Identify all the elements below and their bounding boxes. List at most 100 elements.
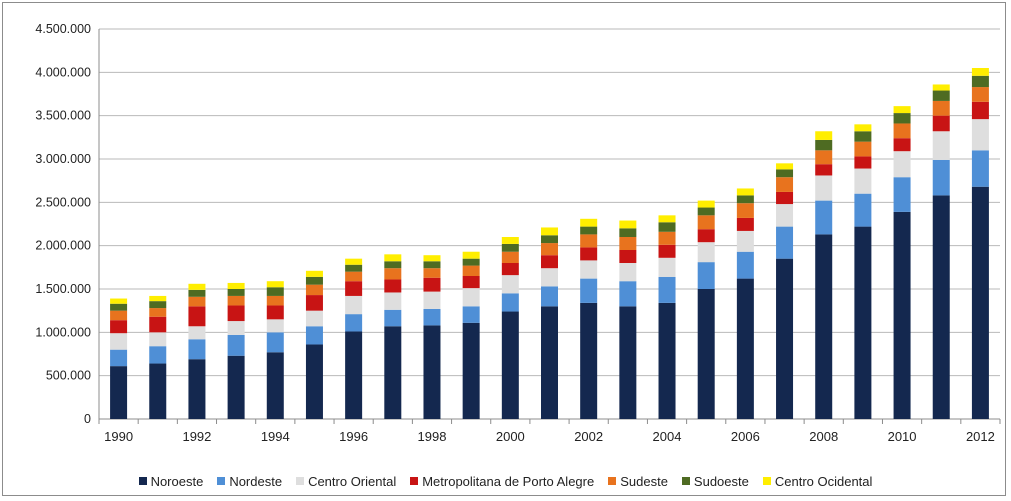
bar-segment [462, 251, 480, 259]
bar-segment [188, 296, 206, 307]
bar-segment [658, 231, 676, 245]
bar-segment [580, 218, 598, 227]
bar-segment [266, 287, 284, 296]
bar-segment [188, 326, 206, 340]
bar-segment [893, 211, 911, 419]
legend-label: Nordeste [229, 473, 283, 489]
bar-segment [776, 191, 794, 205]
x-tick-label: 1994 [261, 429, 290, 444]
bar-segment [815, 234, 833, 419]
bar-segment [541, 286, 558, 307]
bar-segment [619, 237, 637, 250]
bar-segment [541, 227, 558, 236]
y-tick-label: 500.000 [46, 369, 91, 383]
bar-segment [110, 310, 128, 321]
bar-segment [658, 257, 676, 277]
bar-segment [384, 326, 402, 419]
bar-segment [893, 177, 911, 212]
bar-segment [541, 268, 558, 287]
bar-segment [110, 303, 128, 311]
legend-item-noroeste: Noroeste [138, 473, 204, 489]
bar-segment [697, 207, 715, 216]
bar-segment [462, 322, 480, 419]
bar-segment [227, 305, 245, 322]
bar-segment [188, 289, 206, 297]
bar-segment [305, 326, 323, 345]
bar-segment [580, 302, 598, 419]
legend-swatch [410, 477, 419, 485]
bar-segment [658, 302, 676, 419]
bar-segment [423, 291, 441, 309]
bar-segment [971, 186, 989, 419]
bar-segment [266, 332, 284, 353]
bar-segment [815, 175, 833, 201]
bar-segment [227, 289, 245, 296]
bar-segment [227, 295, 245, 306]
legend-item-nordeste: Nordeste [217, 474, 282, 489]
bar-segment [893, 138, 911, 152]
bar-segment [932, 100, 950, 116]
bar-segment [188, 359, 206, 419]
bar-segment [580, 247, 598, 261]
x-tick-label: 1998 [418, 429, 447, 444]
bar-segment [423, 268, 441, 278]
bar-segment [776, 258, 794, 419]
legend-label: Sudoeste [693, 473, 749, 489]
bar-segment [815, 164, 833, 176]
x-tick-label: 2010 [888, 429, 917, 444]
bar-segment [932, 131, 950, 160]
legend-label: Centro Oriental [308, 473, 397, 489]
bar-segment [776, 177, 794, 192]
bar-segment [736, 188, 754, 196]
legend-item-centro-ocidental: Centro Ocidental [762, 474, 872, 489]
x-tick-label: 1996 [339, 429, 368, 444]
chart-legend: Noroeste Nordeste Centro Oriental Metrop… [0, 471, 1011, 491]
bar-segment [736, 195, 754, 204]
bar-segment [110, 366, 128, 419]
bar-segment [619, 263, 637, 282]
bar-segment [501, 243, 519, 252]
bar-segment [345, 314, 363, 332]
bar-segment [932, 84, 950, 91]
bar-segment [384, 292, 402, 310]
bar-segment [345, 264, 363, 272]
y-tick-label: 2.500.000 [35, 195, 91, 209]
bar-segment [932, 195, 950, 419]
bar-segment [619, 250, 637, 263]
bar-segment [541, 306, 558, 419]
legend-swatch [217, 477, 226, 485]
bar-segment [580, 260, 598, 279]
bar-segment [149, 301, 167, 309]
bar-segment [305, 295, 323, 311]
bar-segment [971, 119, 989, 151]
y-tick-label: 3.000.000 [35, 152, 91, 166]
bar-segment [345, 331, 363, 419]
bar-segment [423, 277, 441, 292]
bar-segment [110, 298, 128, 304]
bar-segment [854, 141, 872, 157]
bar-segment [149, 363, 167, 419]
bar-segment [893, 151, 911, 178]
bar-segment [423, 308, 441, 326]
bar-segment [854, 226, 872, 419]
x-tick-label: 2006 [731, 429, 760, 444]
bar-segment [384, 254, 402, 262]
bar-segment [501, 311, 519, 419]
bar-segment [305, 270, 323, 277]
legend-label: Metropolitana de Porto Alegre [422, 473, 595, 489]
bar-segment [736, 217, 754, 231]
bar-segment [227, 321, 245, 335]
bar-segment [697, 262, 715, 289]
bar-segment [854, 131, 872, 142]
legend-label: Noroeste [150, 473, 204, 489]
legend-swatch [681, 477, 690, 485]
bar-segment [658, 222, 676, 232]
legend-item-metropolitana: Metropolitana de Porto Alegre [410, 474, 594, 489]
bar-segment [149, 295, 167, 302]
x-tick-label: 2012 [966, 429, 995, 444]
bar-segment [580, 278, 598, 303]
bar-segment [266, 281, 284, 288]
bar-segment [932, 90, 950, 101]
bar-segment [697, 229, 715, 243]
